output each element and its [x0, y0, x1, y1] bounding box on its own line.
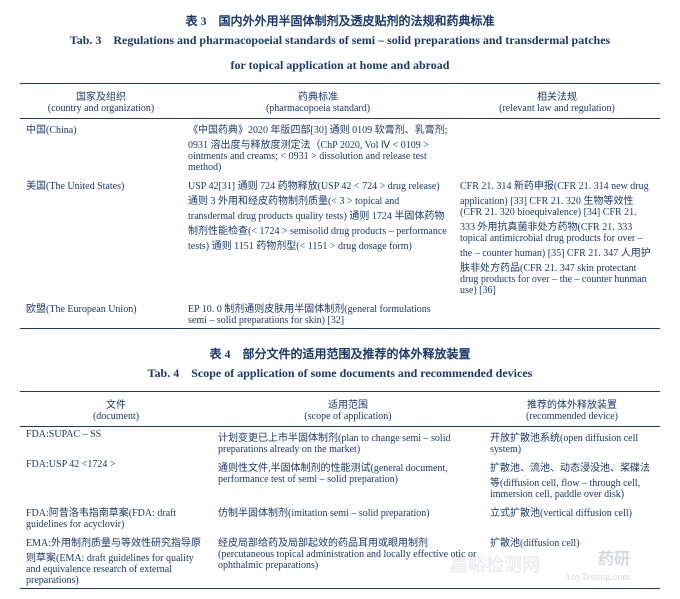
table4-h1-cn: 文件 — [26, 396, 206, 411]
table3-header-row: 国家及组织 (country and organization) 药典标准 (p… — [20, 84, 660, 118]
t3-r0-c2: 《中国药典》2020 年版四部[30] 通则 0109 软膏剂、乳膏剂; 093… — [182, 119, 454, 175]
table3-title-en-line2: for topical application at home and abro… — [20, 58, 660, 73]
table4-title-en: Tab. 4 Scope of application of some docu… — [20, 364, 660, 381]
t4-r2-c1: FDA:阿昔洛韦指南草案(FDA: draft guidelines for a… — [20, 502, 212, 532]
table3-h2-en: (pharmacopoeia standard) — [188, 103, 448, 114]
table3-h3-cn: 相关法规 — [460, 88, 654, 103]
spacer — [20, 329, 660, 343]
table3-body: 中国(China) 《中国药典》2020 年版四部[30] 通则 0109 软膏… — [20, 119, 660, 328]
table-row: FDA:阿昔洛韦指南草案(FDA: draft guidelines for a… — [20, 502, 660, 532]
table4-h3-cn: 推荐的体外释放装置 — [490, 396, 654, 411]
table3-title-cn: 表 3 国内外外用半固体制剂及透皮贴剂的法规和药典标准 — [20, 12, 660, 29]
table3-h1-en: (country and organization) — [26, 103, 176, 114]
table-row: FDA:USP 42 <1724 > 通则性文件,半固体制剂的性能测试(gene… — [20, 457, 660, 502]
t3-r1-c1: 美国(The United States) — [20, 175, 182, 298]
table3-h2-cn: 药典标准 — [188, 88, 448, 103]
t4-r1-c2: 通则性文件,半固体制剂的性能测试(general document, perfo… — [212, 457, 484, 502]
t3-r2-c3 — [454, 298, 660, 328]
t4-r2-c2: 仿制半固体制剂(imitation semi – solid preparati… — [212, 502, 484, 532]
table-row: 欧盟(The European Union) EP 10. 0 制剂通则皮肤用半… — [20, 298, 660, 328]
table3: 国家及组织 (country and organization) 药典标准 (p… — [20, 84, 660, 118]
table4-title-cn: 表 4 部分文件的适用范围及推荐的体外释放装置 — [20, 345, 660, 362]
t3-r2-c1: 欧盟(The European Union) — [20, 298, 182, 328]
t4-r0-c1: FDA:SUPAC – SS — [20, 427, 212, 457]
t3-r1-c2: USP 42[31] 通则 724 药物释放(USP 42 < 724 > dr… — [182, 175, 454, 298]
t4-r3-c2: 经皮局部给药及局部起效的药品耳用或眼用制剂(percutaneous topic… — [212, 532, 484, 588]
t4-r0-c3: 开放扩散池系统(open diffusion cell system) — [484, 427, 660, 457]
t3-r2-c2: EP 10. 0 制剂通则皮肤用半固体制剂(general formulatio… — [182, 298, 454, 328]
t3-r0-c3 — [454, 119, 660, 175]
table4-header-row: 文件 (document) 适用范围 (scope of application… — [20, 392, 660, 426]
table-row: FDA:SUPAC – SS 计划变更已上市半固体制剂(plan to chan… — [20, 427, 660, 457]
table4-h3-en: (recommended device) — [490, 411, 654, 422]
table4-h1: 文件 (document) — [20, 392, 212, 426]
page-container: { "table3": { "title_cn": "表 3 国内外外用半固体制… — [20, 12, 660, 589]
table3-h1: 国家及组织 (country and organization) — [20, 84, 182, 118]
table3-h1-cn: 国家及组织 — [26, 88, 176, 103]
table3-h3-en: (relevant law and regulation) — [460, 103, 654, 114]
table4-rule-bottom — [20, 588, 660, 589]
table3-title-en-line1: Tab. 3 Regulations and pharmacopoeial st… — [20, 31, 660, 48]
t4-r1-c3: 扩散池、流池、动态浸没池、桨碟法等(diffusion cell, flow –… — [484, 457, 660, 502]
t4-r1-c1: FDA:USP 42 <1724 > — [20, 457, 212, 502]
table4-h3: 推荐的体外释放装置 (recommended device) — [484, 392, 660, 426]
table-row: EMA:外用制剂质量与等效性研究指导原则草案(EMA: draft guidel… — [20, 532, 660, 588]
table4-h2-en: (scope of application) — [218, 411, 478, 422]
table4: 文件 (document) 适用范围 (scope of application… — [20, 392, 660, 426]
t4-r3-c3: 扩散池(diffusion cell) — [484, 532, 660, 588]
t3-r1-c3: CFR 21. 314 新药申报(CFR 21. 314 new drug ap… — [454, 175, 660, 298]
table4-h1-en: (document) — [26, 411, 206, 422]
table4-h2-cn: 适用范围 — [218, 396, 478, 411]
t4-r3-c1: EMA:外用制剂质量与等效性研究指导原则草案(EMA: draft guidel… — [20, 532, 212, 588]
table3-h3: 相关法规 (relevant law and regulation) — [454, 84, 660, 118]
t3-r0-c1: 中国(China) — [20, 119, 182, 175]
t4-r0-c2: 计划变更已上市半固体制剂(plan to change semi – solid… — [212, 427, 484, 457]
table4-body: FDA:SUPAC – SS 计划变更已上市半固体制剂(plan to chan… — [20, 427, 660, 588]
table4-h2: 适用范围 (scope of application) — [212, 392, 484, 426]
table-row: 美国(The United States) USP 42[31] 通则 724 … — [20, 175, 660, 298]
t4-r2-c3: 立式扩散池(vertical diffusion cell) — [484, 502, 660, 532]
table-row: 中国(China) 《中国药典》2020 年版四部[30] 通则 0109 软膏… — [20, 119, 660, 175]
table3-h2: 药典标准 (pharmacopoeia standard) — [182, 84, 454, 118]
